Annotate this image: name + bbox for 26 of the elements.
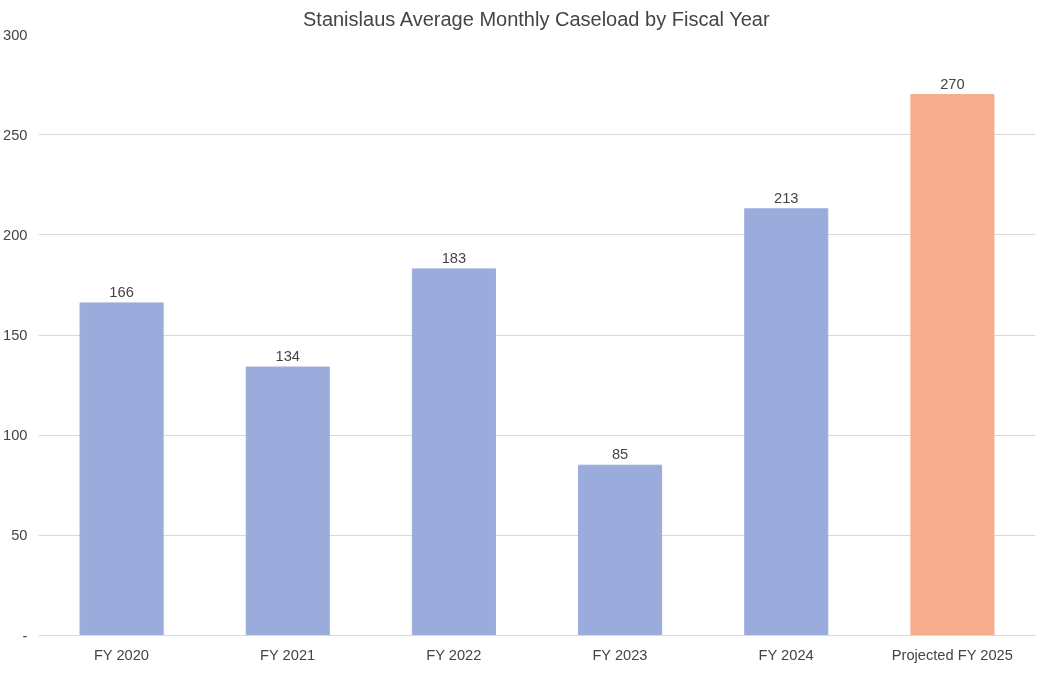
x-tick-label: FY 2023 xyxy=(592,646,648,663)
x-tick-label: FY 2022 xyxy=(426,646,482,663)
data-label: 213 xyxy=(774,189,799,206)
data-label: 134 xyxy=(275,348,300,365)
y-tick-label: 50 xyxy=(11,527,28,544)
bar xyxy=(245,366,330,636)
x-tick-label: Projected FY 2025 xyxy=(891,646,1013,663)
bar xyxy=(578,464,663,636)
y-tick-label: - xyxy=(22,627,28,644)
data-label: 85 xyxy=(611,446,629,463)
bar xyxy=(79,302,164,636)
data-label: 270 xyxy=(940,75,965,92)
x-tick-label: FY 2021 xyxy=(260,646,316,663)
data-label: 166 xyxy=(109,283,134,300)
y-tick-label: 250 xyxy=(3,126,28,143)
bar xyxy=(910,94,995,636)
y-tick-label: 200 xyxy=(3,226,28,243)
x-tick-label: FY 2024 xyxy=(758,646,814,663)
bar xyxy=(411,268,496,636)
bar xyxy=(744,208,829,636)
data-label: 183 xyxy=(441,249,467,266)
y-tick-label: 300 xyxy=(3,26,28,43)
y-tick-label: 150 xyxy=(3,327,28,343)
x-tick-label: FY 2020 xyxy=(93,646,150,663)
y-tick-label: 100 xyxy=(3,427,28,444)
chart-title: Stanislaus Average Monthly Caseload by Fiscal Year xyxy=(302,7,770,30)
